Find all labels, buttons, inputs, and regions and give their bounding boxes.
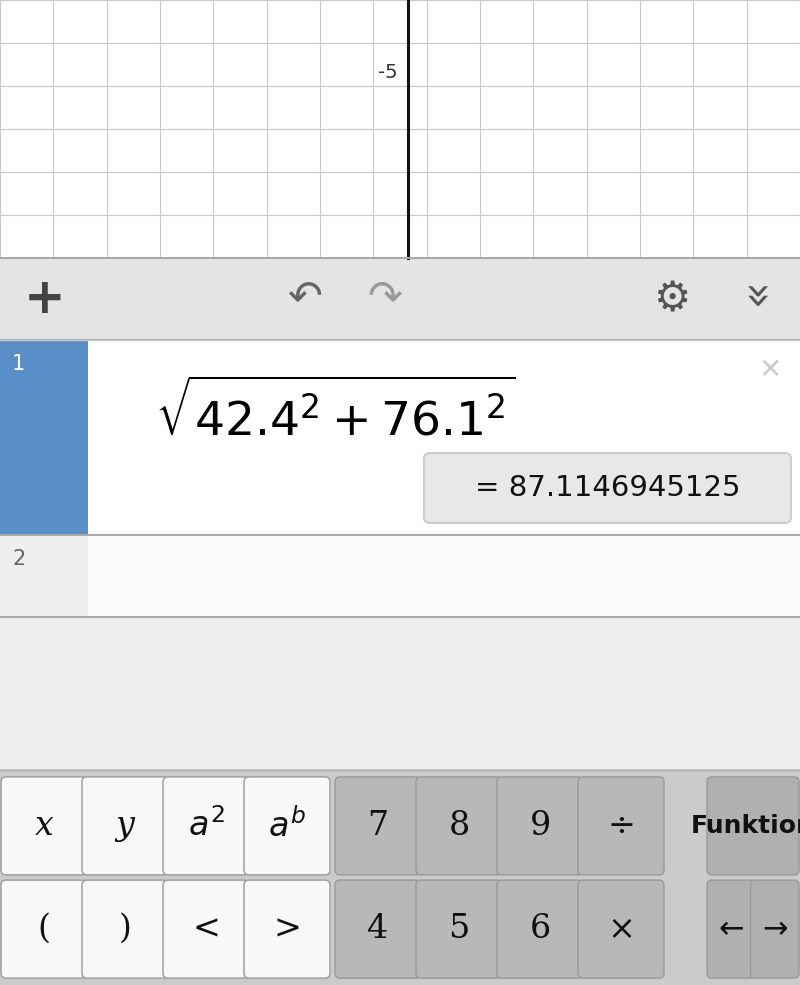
Text: ): ) — [118, 913, 131, 945]
Text: 6: 6 — [530, 913, 550, 945]
FancyBboxPatch shape — [335, 777, 421, 875]
Text: (: ( — [38, 913, 50, 945]
FancyBboxPatch shape — [578, 777, 664, 875]
Text: <: < — [192, 913, 220, 945]
Text: »: » — [730, 286, 774, 312]
Bar — [0, 617, 800, 770]
FancyBboxPatch shape — [163, 881, 249, 978]
Text: 5: 5 — [448, 913, 470, 945]
Bar — [0, 340, 88, 535]
FancyBboxPatch shape — [244, 777, 330, 875]
FancyBboxPatch shape — [1, 777, 87, 875]
FancyBboxPatch shape — [707, 881, 755, 978]
Text: $a^2$: $a^2$ — [188, 809, 224, 843]
Text: $a^b$: $a^b$ — [268, 808, 306, 843]
FancyBboxPatch shape — [750, 881, 799, 978]
Text: = 87.1146945125: = 87.1146945125 — [474, 474, 740, 502]
FancyBboxPatch shape — [416, 777, 502, 875]
Text: $\sqrt{42.4^2 + 76.1^2}$: $\sqrt{42.4^2 + 76.1^2}$ — [155, 381, 516, 446]
Text: ←: ← — [718, 915, 744, 944]
FancyBboxPatch shape — [1, 881, 87, 978]
Bar — [88, 535, 800, 617]
Text: ↶: ↶ — [287, 276, 322, 318]
Text: +: + — [24, 275, 66, 323]
Text: 8: 8 — [448, 810, 470, 842]
Text: ✕: ✕ — [758, 356, 782, 384]
Text: 7: 7 — [367, 810, 389, 842]
FancyBboxPatch shape — [424, 453, 791, 523]
Text: 1: 1 — [12, 354, 26, 374]
Text: →: → — [762, 915, 787, 944]
FancyBboxPatch shape — [497, 777, 583, 875]
FancyBboxPatch shape — [578, 881, 664, 978]
FancyBboxPatch shape — [163, 777, 249, 875]
Text: ⚙: ⚙ — [654, 278, 690, 320]
FancyBboxPatch shape — [416, 881, 502, 978]
FancyBboxPatch shape — [335, 881, 421, 978]
Text: -5: -5 — [378, 63, 398, 82]
FancyBboxPatch shape — [82, 881, 168, 978]
Text: Funktion: Funktion — [691, 814, 800, 838]
FancyBboxPatch shape — [82, 777, 168, 875]
Bar — [0, 535, 88, 617]
Text: ÷: ÷ — [607, 810, 635, 842]
Bar — [0, 258, 800, 340]
Text: ↷: ↷ — [367, 276, 402, 318]
Text: x: x — [34, 810, 54, 842]
FancyBboxPatch shape — [707, 777, 799, 875]
Text: 2: 2 — [12, 549, 26, 569]
Text: y: y — [115, 810, 134, 842]
FancyBboxPatch shape — [244, 881, 330, 978]
Text: 4: 4 — [367, 913, 389, 945]
Bar — [88, 340, 800, 535]
Text: >: > — [273, 913, 301, 945]
FancyBboxPatch shape — [497, 881, 583, 978]
Bar — [0, 0, 800, 258]
Text: 9: 9 — [530, 810, 550, 842]
Text: ×: × — [607, 913, 635, 945]
Bar — [0, 770, 800, 985]
